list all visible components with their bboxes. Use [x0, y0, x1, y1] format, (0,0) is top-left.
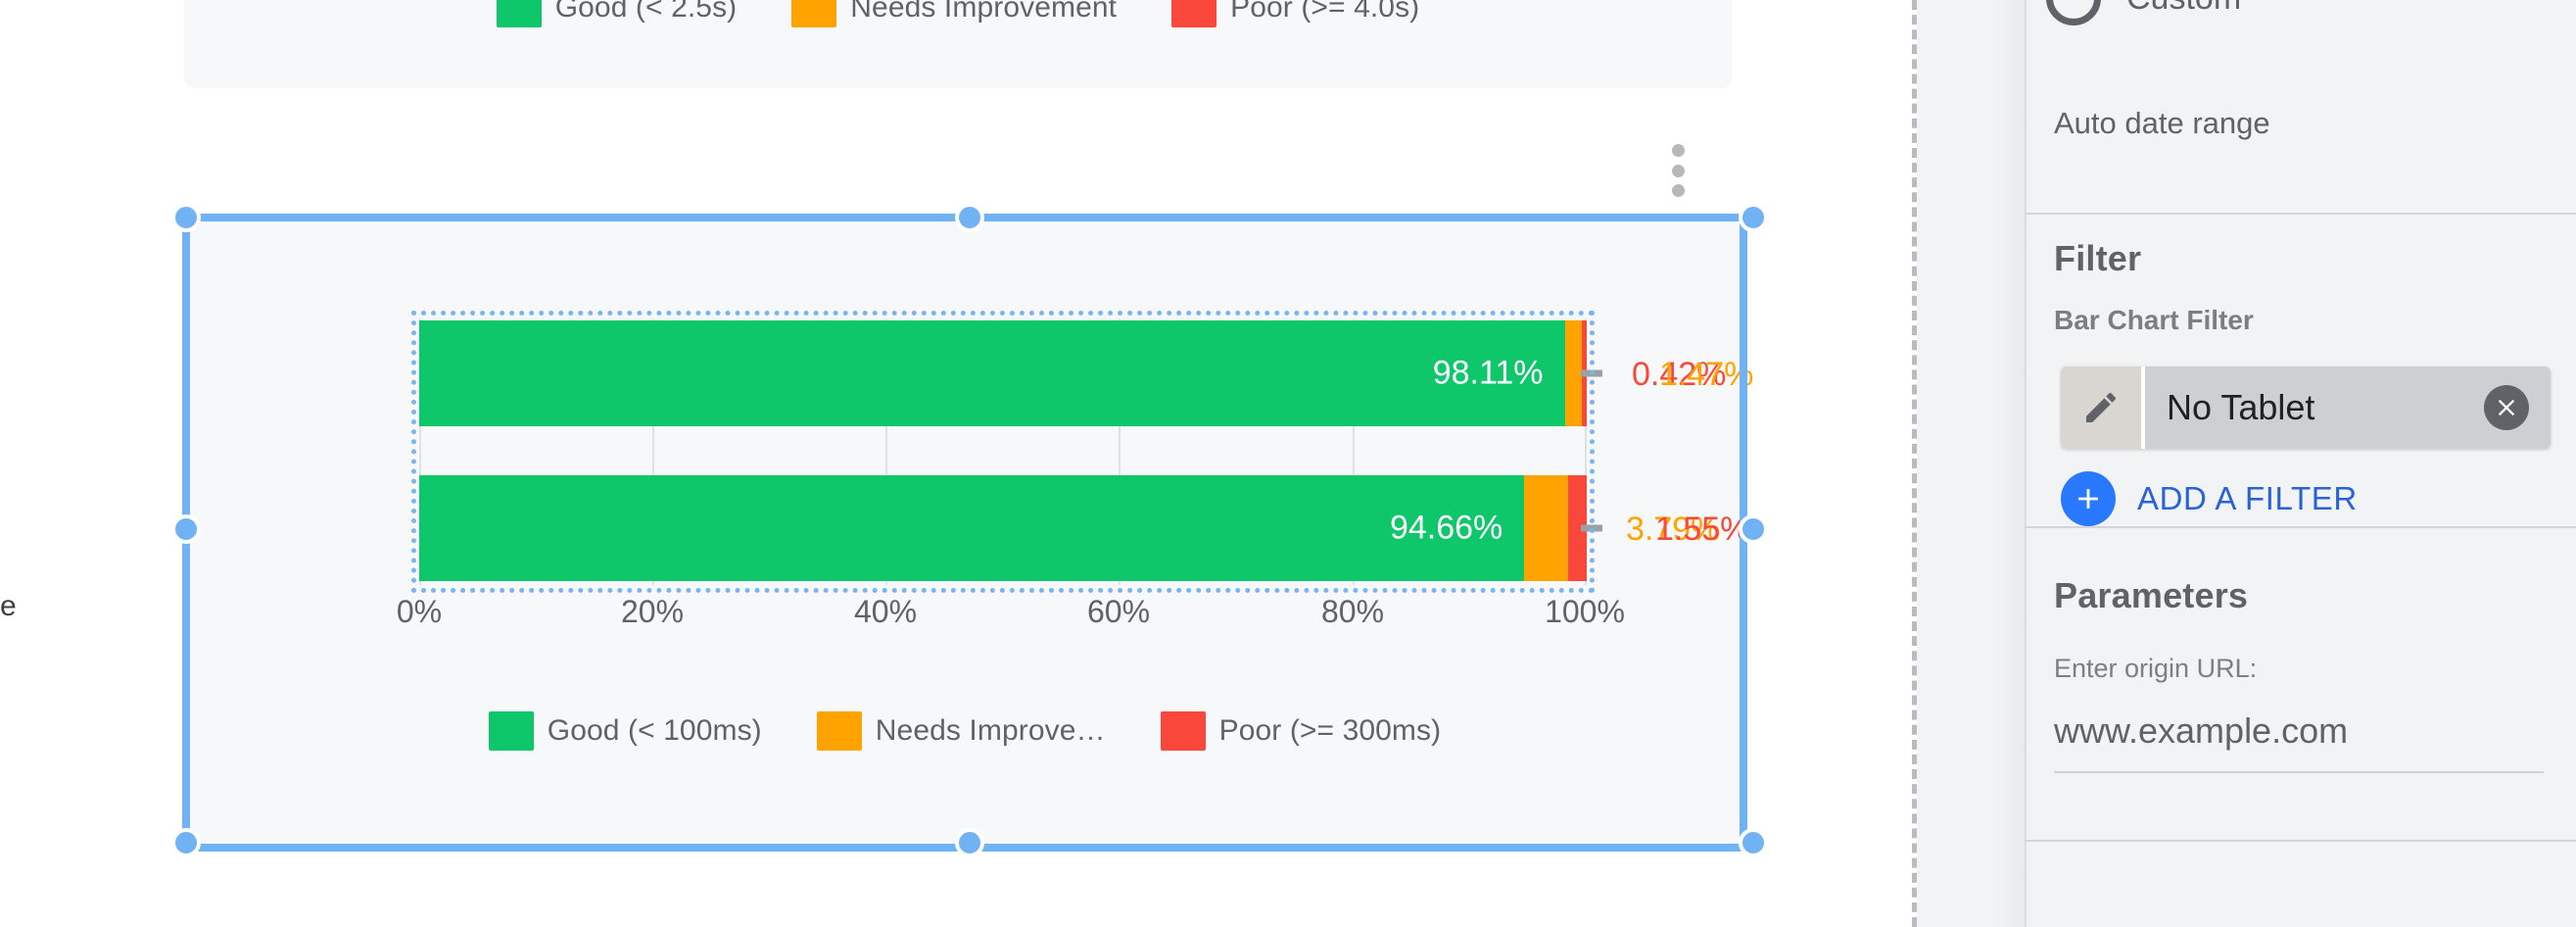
x-axis-tick: 40% [853, 594, 918, 629]
bar-chart-plot[interactable]: 98.11% 0.42% 1.47% 94.66% 3.79% 1.55% [419, 318, 1753, 585]
bar-leader-tick [1581, 369, 1602, 377]
origin-url-label: Enter origin URL: [2054, 654, 2258, 683]
more-vert-dot [1671, 144, 1685, 157]
plus-circle-icon [2061, 471, 2116, 526]
x-axis-tick: 20% [620, 594, 685, 629]
legend-swatch-poor [1160, 711, 1206, 751]
canvas-gutter [1917, 0, 2025, 927]
x-axis-tick: 80% [1320, 594, 1385, 629]
bar-value-needs-improvement: 1.47% [1659, 356, 1754, 393]
add-a-filter-button[interactable]: ADD A FILTER [2061, 471, 2358, 526]
report-canvas[interactable]: e Good (< 2.5s) Needs Improvement Poor (… [0, 0, 1915, 927]
gridline [1119, 318, 1121, 585]
bar-value-poor: 1.55% [1655, 511, 1750, 548]
legend-swatch-needs-improvement [816, 711, 862, 751]
legend-label: Good (< 100ms) [547, 714, 762, 747]
origin-url-value[interactable]: www.example.com [2054, 710, 2349, 751]
canvas-boundary-guide [1912, 0, 1917, 927]
parameters-section: Parameters Enter origin URL: www.example… [2025, 528, 2576, 842]
panel-divider [2025, 526, 2576, 528]
legend-label: Needs Improve… [875, 714, 1106, 747]
gridline [885, 318, 887, 585]
legend-swatch-good [496, 0, 542, 27]
legend-label: Poor (>= 4.0s) [1230, 0, 1420, 24]
top-chart-legend: Good (< 2.5s) Needs Improvement Poor (>=… [184, 0, 1732, 27]
legend-label: Good (< 2.5s) [554, 0, 738, 24]
x-axis-tick: 100% [1545, 594, 1625, 629]
x-axis-tick: 0% [396, 594, 443, 629]
bar-segment-needs-improvement[interactable] [1564, 320, 1582, 426]
date-range-custom-option[interactable]: Custom [2046, 0, 2241, 25]
bar-value-good: 98.11% [1432, 354, 1544, 392]
legend-swatch-good [488, 711, 534, 751]
bar-value-needs-improvement: 3.79% [1626, 511, 1721, 548]
parameters-section-title: Parameters [2054, 575, 2249, 615]
bar-row-phone[interactable]: 94.66% [419, 475, 1587, 581]
filter-section-title: Filter [2054, 238, 2142, 278]
bar-segment-good[interactable]: 94.66% [419, 475, 1525, 581]
add-a-filter-label: ADD A FILTER [2137, 480, 2358, 516]
filter-chip-label: No Tablet [2167, 387, 2315, 427]
x-axis-tick: 60% [1086, 594, 1151, 629]
date-range-custom-label: Custom [2126, 0, 2241, 18]
bar-segment-poor[interactable] [1568, 475, 1587, 581]
gridline [419, 318, 421, 585]
more-vert-dot [1671, 184, 1685, 197]
resize-handle-top-center[interactable] [955, 203, 984, 232]
panel-divider [2025, 213, 2576, 215]
gridline [1353, 318, 1355, 585]
close-circle-icon[interactable] [2484, 385, 2529, 430]
legend-item[interactable]: Good (< 100ms) [488, 711, 762, 751]
resize-handle-bottom-right[interactable] [1739, 828, 1768, 857]
resize-handle-top-right[interactable] [1739, 203, 1768, 232]
panel-divider [2025, 840, 2576, 842]
resize-handle-bottom-left[interactable] [171, 828, 201, 857]
bar-row-desktop[interactable]: 98.11% [419, 320, 1587, 426]
filter-chip-no-tablet[interactable]: No Tablet [2061, 366, 2551, 449]
gridline [1585, 318, 1587, 585]
x-axis: 0% 20% 40% 60% 80% 100% [397, 594, 1625, 643]
pencil-icon[interactable] [2061, 366, 2145, 449]
legend-item[interactable]: Needs Improve… [816, 711, 1106, 751]
legend-swatch-poor [1171, 0, 1217, 27]
origin-url-underline [2054, 771, 2544, 773]
bar-chart-legend: Good (< 100ms) Needs Improve… Poor (>= 3… [186, 711, 1743, 751]
radio-unchecked-icon[interactable] [2046, 0, 2101, 25]
bar-leader-tick [1581, 524, 1602, 532]
legend-item[interactable]: Good (< 2.5s) [496, 0, 738, 27]
bar-value-good: 94.66% [1389, 509, 1503, 547]
gridline [652, 318, 654, 585]
bar-value-poor: 0.42% [1632, 356, 1727, 393]
more-vert-icon[interactable] [1659, 140, 1696, 201]
legend-label: Poor (>= 300ms) [1218, 714, 1442, 747]
resize-handle-middle-left[interactable] [171, 514, 201, 544]
bar-segment-needs-improvement[interactable] [1524, 475, 1569, 581]
resize-handle-middle-right[interactable] [1739, 514, 1768, 544]
legend-item[interactable]: Poor (>= 4.0s) [1171, 0, 1419, 27]
legend-item[interactable]: Poor (>= 300ms) [1160, 711, 1442, 751]
resize-handle-top-left[interactable] [171, 203, 201, 232]
filter-section: Filter Bar Chart Filter No Tablet ADD [2025, 215, 2576, 528]
canvas-edge-text-fragment: e [0, 590, 17, 622]
auto-date-range-label: Auto date range [2054, 106, 2270, 140]
more-vert-dot [1671, 164, 1685, 177]
legend-swatch-needs-improvement [791, 0, 837, 27]
legend-item[interactable]: Needs Improvement [791, 0, 1117, 27]
top-chart-card[interactable]: Good (< 2.5s) Needs Improvement Poor (>=… [184, 0, 1732, 88]
resize-handle-bottom-center[interactable] [955, 828, 984, 857]
filter-name-label: Bar Chart Filter [2054, 305, 2254, 335]
legend-label: Needs Improvement [850, 0, 1118, 24]
bar-segment-good[interactable]: 98.11% [419, 320, 1565, 426]
